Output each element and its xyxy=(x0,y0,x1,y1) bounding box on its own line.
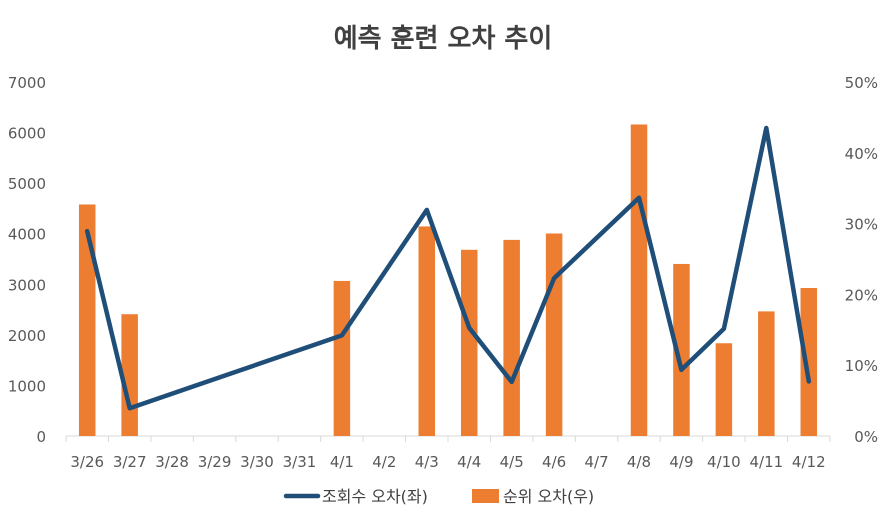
left-axis-tick-label: 4000 xyxy=(8,226,46,244)
x-axis-tick-label: 4/11 xyxy=(749,453,783,471)
bar xyxy=(545,233,563,436)
right-axis-tick-label: 0% xyxy=(854,428,878,446)
left-axis-tick-label: 1000 xyxy=(8,377,46,395)
x-axis-tick-label: 4/1 xyxy=(330,453,354,471)
left-axis-tick-label: 6000 xyxy=(8,125,46,143)
x-axis-tick-label: 4/6 xyxy=(542,453,566,471)
right-axis-tick-label: 30% xyxy=(845,216,878,234)
bar xyxy=(673,263,690,436)
bar xyxy=(715,343,733,436)
legend-bar-swatch xyxy=(472,489,499,503)
x-axis-tick-label: 4/10 xyxy=(707,453,741,471)
bar xyxy=(333,280,351,436)
legend-label-bar: 순위 오차(우) xyxy=(503,487,594,506)
legend-label-line: 조회수 오차(좌) xyxy=(322,487,428,506)
x-axis-tick-label: 3/27 xyxy=(113,453,147,471)
x-axis-tick-label: 3/29 xyxy=(198,453,232,471)
line-series-path xyxy=(84,125,812,411)
right-axis-tick-label: 10% xyxy=(845,357,878,375)
x-axis-tick-label: 4/12 xyxy=(792,453,826,471)
left-axis-tick-label: 0 xyxy=(36,428,46,446)
bar xyxy=(800,288,818,436)
bar xyxy=(758,311,775,436)
x-axis-tick-label: 4/8 xyxy=(627,453,651,471)
left-axis-tick-label: 5000 xyxy=(8,175,46,193)
x-axis-tick-marks xyxy=(65,436,831,442)
x-axis-tick-label: 3/31 xyxy=(283,453,317,471)
left-axis-tick-label: 2000 xyxy=(8,327,46,345)
left-axis-tick-label: 3000 xyxy=(8,276,46,294)
left-axis-ticks: 0 1000 2000 3000 4000 5000 6000 7000 xyxy=(8,74,46,446)
x-axis-tick-label: 4/7 xyxy=(584,453,608,471)
bar xyxy=(78,204,96,436)
x-axis-tick-label: 4/2 xyxy=(372,453,396,471)
bar xyxy=(460,249,478,436)
bar xyxy=(503,239,520,436)
left-axis-tick-label: 7000 xyxy=(8,74,46,92)
x-axis-tick-label: 3/28 xyxy=(155,453,189,471)
right-axis-tick-label: 40% xyxy=(845,145,878,163)
x-axis-tick-label: 3/30 xyxy=(240,453,274,471)
right-axis-tick-label: 50% xyxy=(845,74,878,92)
right-axis-ticks: 0% 10% 20% 30% 40% 50% xyxy=(845,74,878,446)
bar xyxy=(630,124,648,436)
line-series xyxy=(84,125,812,411)
right-axis-tick-label: 20% xyxy=(845,286,878,304)
x-axis-tick-label: 4/5 xyxy=(500,453,524,471)
chart-title: 예측 훈련 오차 추이 xyxy=(334,24,553,54)
x-axis-tick-label: 4/3 xyxy=(415,453,439,471)
bar xyxy=(418,226,436,436)
x-axis-labels: 3/26 3/27 3/28 3/29 3/30 3/31 4/1 4/2 4/3 4/4 4/5 4… xyxy=(70,453,825,471)
legend: 조회수 오차(좌) 순위 오차(우) xyxy=(283,487,594,506)
x-axis-tick-label: 3/26 xyxy=(70,453,104,471)
x-axis-tick-label: 4/9 xyxy=(669,453,693,471)
x-axis-tick-label: 4/4 xyxy=(457,453,481,471)
